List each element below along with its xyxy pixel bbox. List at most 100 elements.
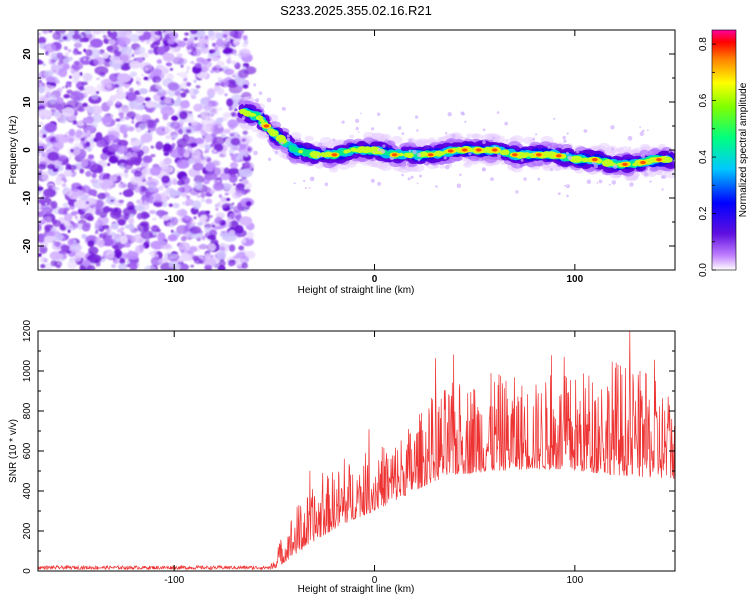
noise-blob <box>112 258 118 264</box>
ridge-dot <box>481 167 486 172</box>
noise-blob <box>245 200 252 207</box>
noise-blob <box>190 61 195 64</box>
noise-blob <box>93 56 106 66</box>
ridge-dot <box>408 138 413 143</box>
ridge-blob <box>370 147 378 153</box>
noise-blob <box>215 208 219 211</box>
noise-blob <box>117 139 129 147</box>
noise-blob <box>117 73 131 83</box>
noise-blob <box>54 241 61 248</box>
noise-blob <box>123 161 133 170</box>
noise-blob <box>229 213 236 218</box>
noise-blob <box>213 143 224 152</box>
ridge-blob <box>374 133 386 141</box>
noise-blob <box>219 172 231 181</box>
noise-blob <box>214 216 223 224</box>
noise-blob <box>205 198 213 204</box>
heatmap-area <box>38 30 675 270</box>
noise-blob <box>237 69 249 79</box>
noise-blob <box>95 90 100 95</box>
noise-blob <box>145 106 156 113</box>
noise-blob <box>194 205 197 209</box>
ridge-dot <box>403 166 406 169</box>
noise-blob <box>229 81 233 85</box>
noise-blob <box>58 250 65 254</box>
noise-blob <box>91 172 97 179</box>
noise-blob <box>189 114 192 117</box>
ridge-dot <box>410 175 414 179</box>
noise-blob <box>161 200 168 208</box>
ridge-dot <box>253 83 257 87</box>
noise-blob <box>45 202 48 206</box>
ridge-dot <box>478 158 483 162</box>
ridge-blob <box>269 130 279 137</box>
noise-blob <box>118 199 124 204</box>
noise-blob <box>50 260 58 267</box>
noise-blob <box>62 202 69 209</box>
noise-blob <box>83 85 97 95</box>
ridge-dot <box>318 142 323 147</box>
noise-blob <box>120 226 125 231</box>
noise-blob <box>225 197 231 202</box>
colorbar <box>711 29 737 271</box>
noise-blob <box>72 34 81 40</box>
ridge-dot <box>407 177 411 181</box>
noise-blob <box>106 100 114 107</box>
noise-blob <box>88 141 96 148</box>
noise-blob <box>88 106 95 114</box>
noise-blob <box>78 144 84 150</box>
noise-blob <box>130 225 135 231</box>
noise-blob <box>239 168 253 178</box>
ridge-dot <box>400 165 404 169</box>
noise-blob <box>38 233 46 243</box>
ridge-dot <box>639 131 644 136</box>
noise-blob <box>82 72 93 82</box>
noise-blob <box>242 42 248 48</box>
noise-blob <box>74 199 89 209</box>
ridge-hotspot-core <box>511 153 518 157</box>
colorbar-tick-label: 0.8 <box>698 37 709 51</box>
noise-blob <box>193 36 198 41</box>
noise-blob <box>95 132 103 141</box>
noise-blob <box>102 78 112 88</box>
noise-blob <box>228 244 236 252</box>
noise-blob <box>50 200 58 209</box>
noise-blob <box>60 257 65 262</box>
noise-blob <box>51 59 55 64</box>
noise-blob <box>171 253 178 259</box>
noise-blob <box>171 115 179 121</box>
ridge-dot <box>629 182 634 187</box>
noise-blob <box>97 179 104 184</box>
noise-blob <box>131 53 135 58</box>
noise-blob <box>107 135 120 145</box>
ridge-dot <box>241 116 246 120</box>
noise-blob <box>73 60 80 66</box>
noise-blob <box>141 212 148 220</box>
noise-blob <box>129 33 141 43</box>
ridge-dot <box>643 172 649 177</box>
snr-ytick-label: 1000 <box>22 359 33 382</box>
noise-blob <box>60 244 70 252</box>
noise-blob <box>176 179 185 186</box>
noise-blob <box>129 71 138 77</box>
noise-blob <box>44 70 54 78</box>
noise-blob <box>38 211 44 218</box>
noise-blob <box>73 256 82 262</box>
noise-blob <box>87 154 95 160</box>
noise-blob <box>216 250 227 260</box>
ridge-dot <box>468 152 472 156</box>
noise-blob <box>79 56 92 65</box>
ridge-dot <box>341 120 345 124</box>
noise-blob <box>163 30 166 33</box>
noise-blob <box>41 206 53 215</box>
ridge-dot <box>281 106 286 111</box>
noise-blob <box>86 264 96 270</box>
noise-blob <box>79 37 86 43</box>
noise-blob <box>44 235 55 243</box>
ridge-blob <box>647 171 657 178</box>
noise-blob <box>81 233 86 238</box>
noise-blob <box>242 161 251 169</box>
noise-blob <box>183 152 190 158</box>
noise-blob <box>55 177 62 186</box>
noise-blob <box>213 181 225 191</box>
